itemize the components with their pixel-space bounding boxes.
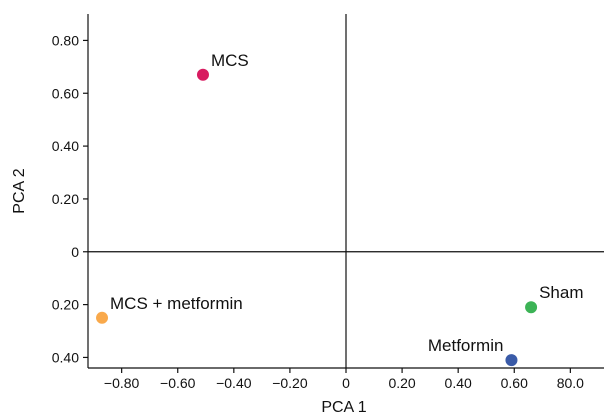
x-tick-label: 0.20 (388, 375, 415, 391)
x-axis-title: PCA 1 (321, 399, 366, 416)
point-label-sham: Sham (539, 283, 583, 302)
y-tick-label: 0.80 (52, 32, 79, 48)
data-point-metformin (505, 354, 518, 367)
point-label-mcs: MCS (211, 51, 249, 70)
point-label-metformin: Metformin (428, 336, 504, 355)
points-group: MCS MCS + metformin Sham Metformin (96, 51, 584, 367)
y-tick-label: 0 (71, 244, 79, 260)
x-tick-label: 0 (342, 375, 350, 391)
data-point-mcs-metformin (96, 311, 109, 324)
data-point-mcs (196, 68, 209, 81)
y-axis-title: PCA 2 (11, 168, 28, 213)
x-tick-label: −0.40 (216, 375, 252, 391)
x-tick-label: −0.60 (160, 375, 196, 391)
x-tick-label: −0.80 (104, 375, 140, 391)
x-tick-label: 0.40 (445, 375, 472, 391)
y-ticks-group: 0.80 0.60 0.40 0.20 0 0.20 0.40 (52, 32, 88, 365)
y-tick-label: 0.20 (52, 297, 79, 313)
y-tick-label: 0.40 (52, 138, 79, 154)
data-point-sham (525, 301, 538, 314)
y-tick-label: 0.20 (52, 191, 79, 207)
x-tick-label: 80.0 (557, 375, 584, 391)
x-ticks-group: −0.80 −0.60 −0.40 −0.20 0 0.20 0.40 0.60 80.0 (104, 368, 584, 391)
y-tick-label: 0.60 (52, 85, 79, 101)
point-label-mcs-metformin: MCS + metformin (110, 294, 243, 313)
x-tick-label: −0.20 (272, 375, 308, 391)
axes-group (87, 14, 604, 369)
x-tick-label: 0.60 (501, 375, 528, 391)
y-tick-label: 0.40 (52, 349, 79, 365)
